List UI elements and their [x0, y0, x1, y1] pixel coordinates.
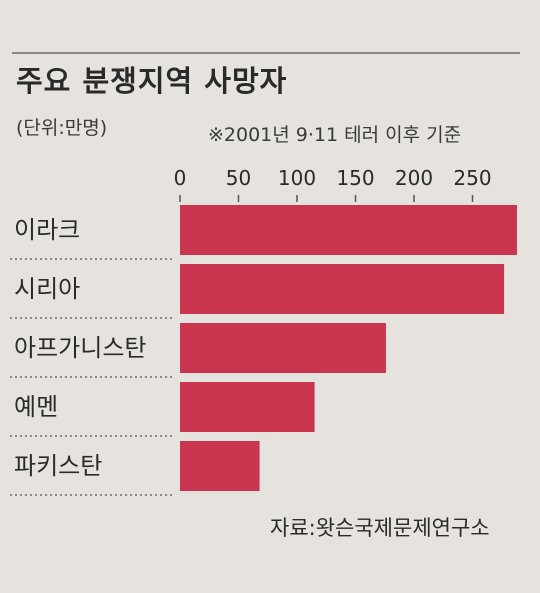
bar-3: [180, 323, 386, 373]
x-tick-label: 100: [278, 166, 316, 190]
x-tick-label: 0: [174, 166, 187, 190]
chart-title: 주요 분쟁지역 사망자: [16, 64, 288, 98]
category-label: 예멘: [14, 393, 58, 421]
category-label: 시리아: [14, 275, 80, 303]
category-label: 아프가니스탄: [14, 334, 146, 362]
source-label: 자료:왓슨국제문제연구소: [270, 516, 490, 540]
bar-5: [180, 441, 260, 491]
bar-1: [180, 205, 517, 255]
x-tick-label: 250: [453, 166, 491, 190]
category-label: 이라크: [14, 216, 80, 244]
x-tick-label: 50: [226, 166, 251, 190]
bar-2: [180, 264, 505, 314]
bar-4: [180, 382, 315, 432]
x-tick-label: 200: [395, 166, 433, 190]
footnote: ※2001년 9·11 테러 이후 기준: [208, 124, 462, 146]
top-rule: [12, 52, 520, 54]
x-tick-label: 150: [336, 166, 374, 190]
unit-label: (단위:만명): [16, 117, 108, 139]
category-label: 파키스탄: [14, 452, 102, 480]
